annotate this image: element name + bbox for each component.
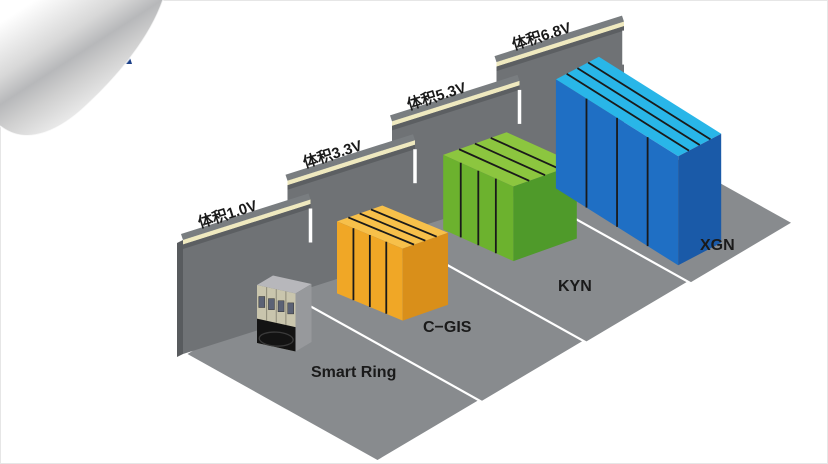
- svg-text:XGN: XGN: [700, 237, 735, 254]
- svg-text:Smart Ring: Smart Ring: [311, 364, 396, 381]
- svg-text:KYN: KYN: [558, 278, 592, 295]
- svg-text:C−GIS: C−GIS: [423, 319, 472, 336]
